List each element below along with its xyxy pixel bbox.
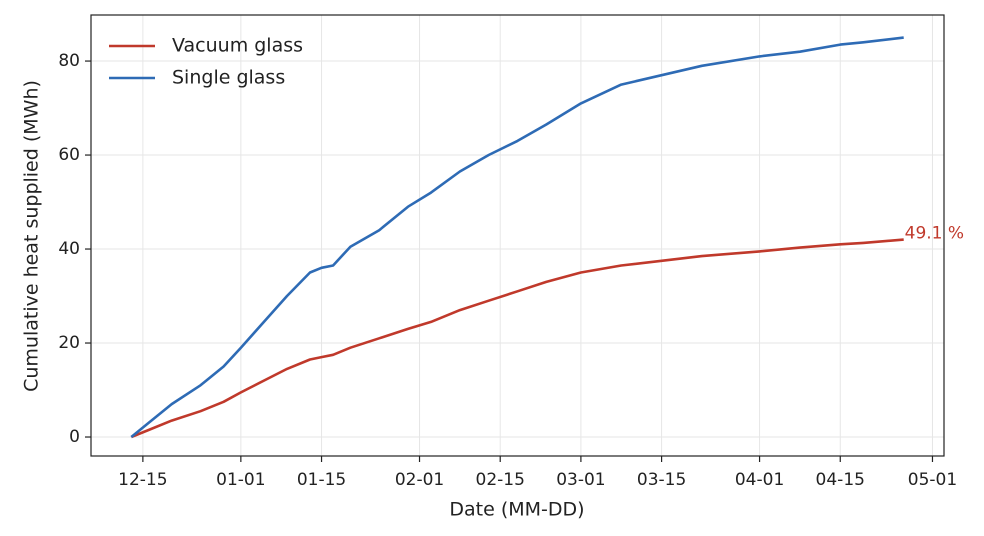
- y-axis-label: Cumulative heat supplied (MWh): [21, 80, 43, 392]
- data-line: [130, 238, 904, 439]
- x-axis-label: Date (MM-DD): [449, 499, 584, 521]
- data-line: [130, 36, 904, 439]
- plot-frame: [90, 14, 945, 457]
- x-tick-label: 04-15: [816, 470, 865, 490]
- y-tick-label: 40: [58, 239, 80, 259]
- legend-label: Single glass: [172, 67, 285, 89]
- y-tick-label: 20: [58, 333, 80, 353]
- x-tick-label: 03-01: [556, 470, 605, 490]
- y-tick-label: 60: [58, 145, 80, 165]
- x-tick-label: 12-15: [118, 470, 167, 490]
- annotation: 49.1 %: [905, 224, 964, 244]
- x-tick-label: 02-15: [476, 470, 525, 490]
- legend-label: Vacuum glass: [172, 35, 303, 57]
- x-tick-label: 05-01: [908, 470, 957, 490]
- y-tick-label: 80: [58, 51, 80, 71]
- x-tick-label: 03-15: [637, 470, 686, 490]
- legend: Vacuum glass Single glass: [109, 35, 303, 89]
- y-tick-label: 0: [69, 427, 80, 447]
- x-tick-label: 02-01: [395, 470, 444, 490]
- x-tick-label: 04-01: [735, 470, 784, 490]
- x-tick-label: 01-01: [216, 470, 265, 490]
- x-tick-label: 01-15: [297, 470, 346, 490]
- grid: [91, 15, 944, 456]
